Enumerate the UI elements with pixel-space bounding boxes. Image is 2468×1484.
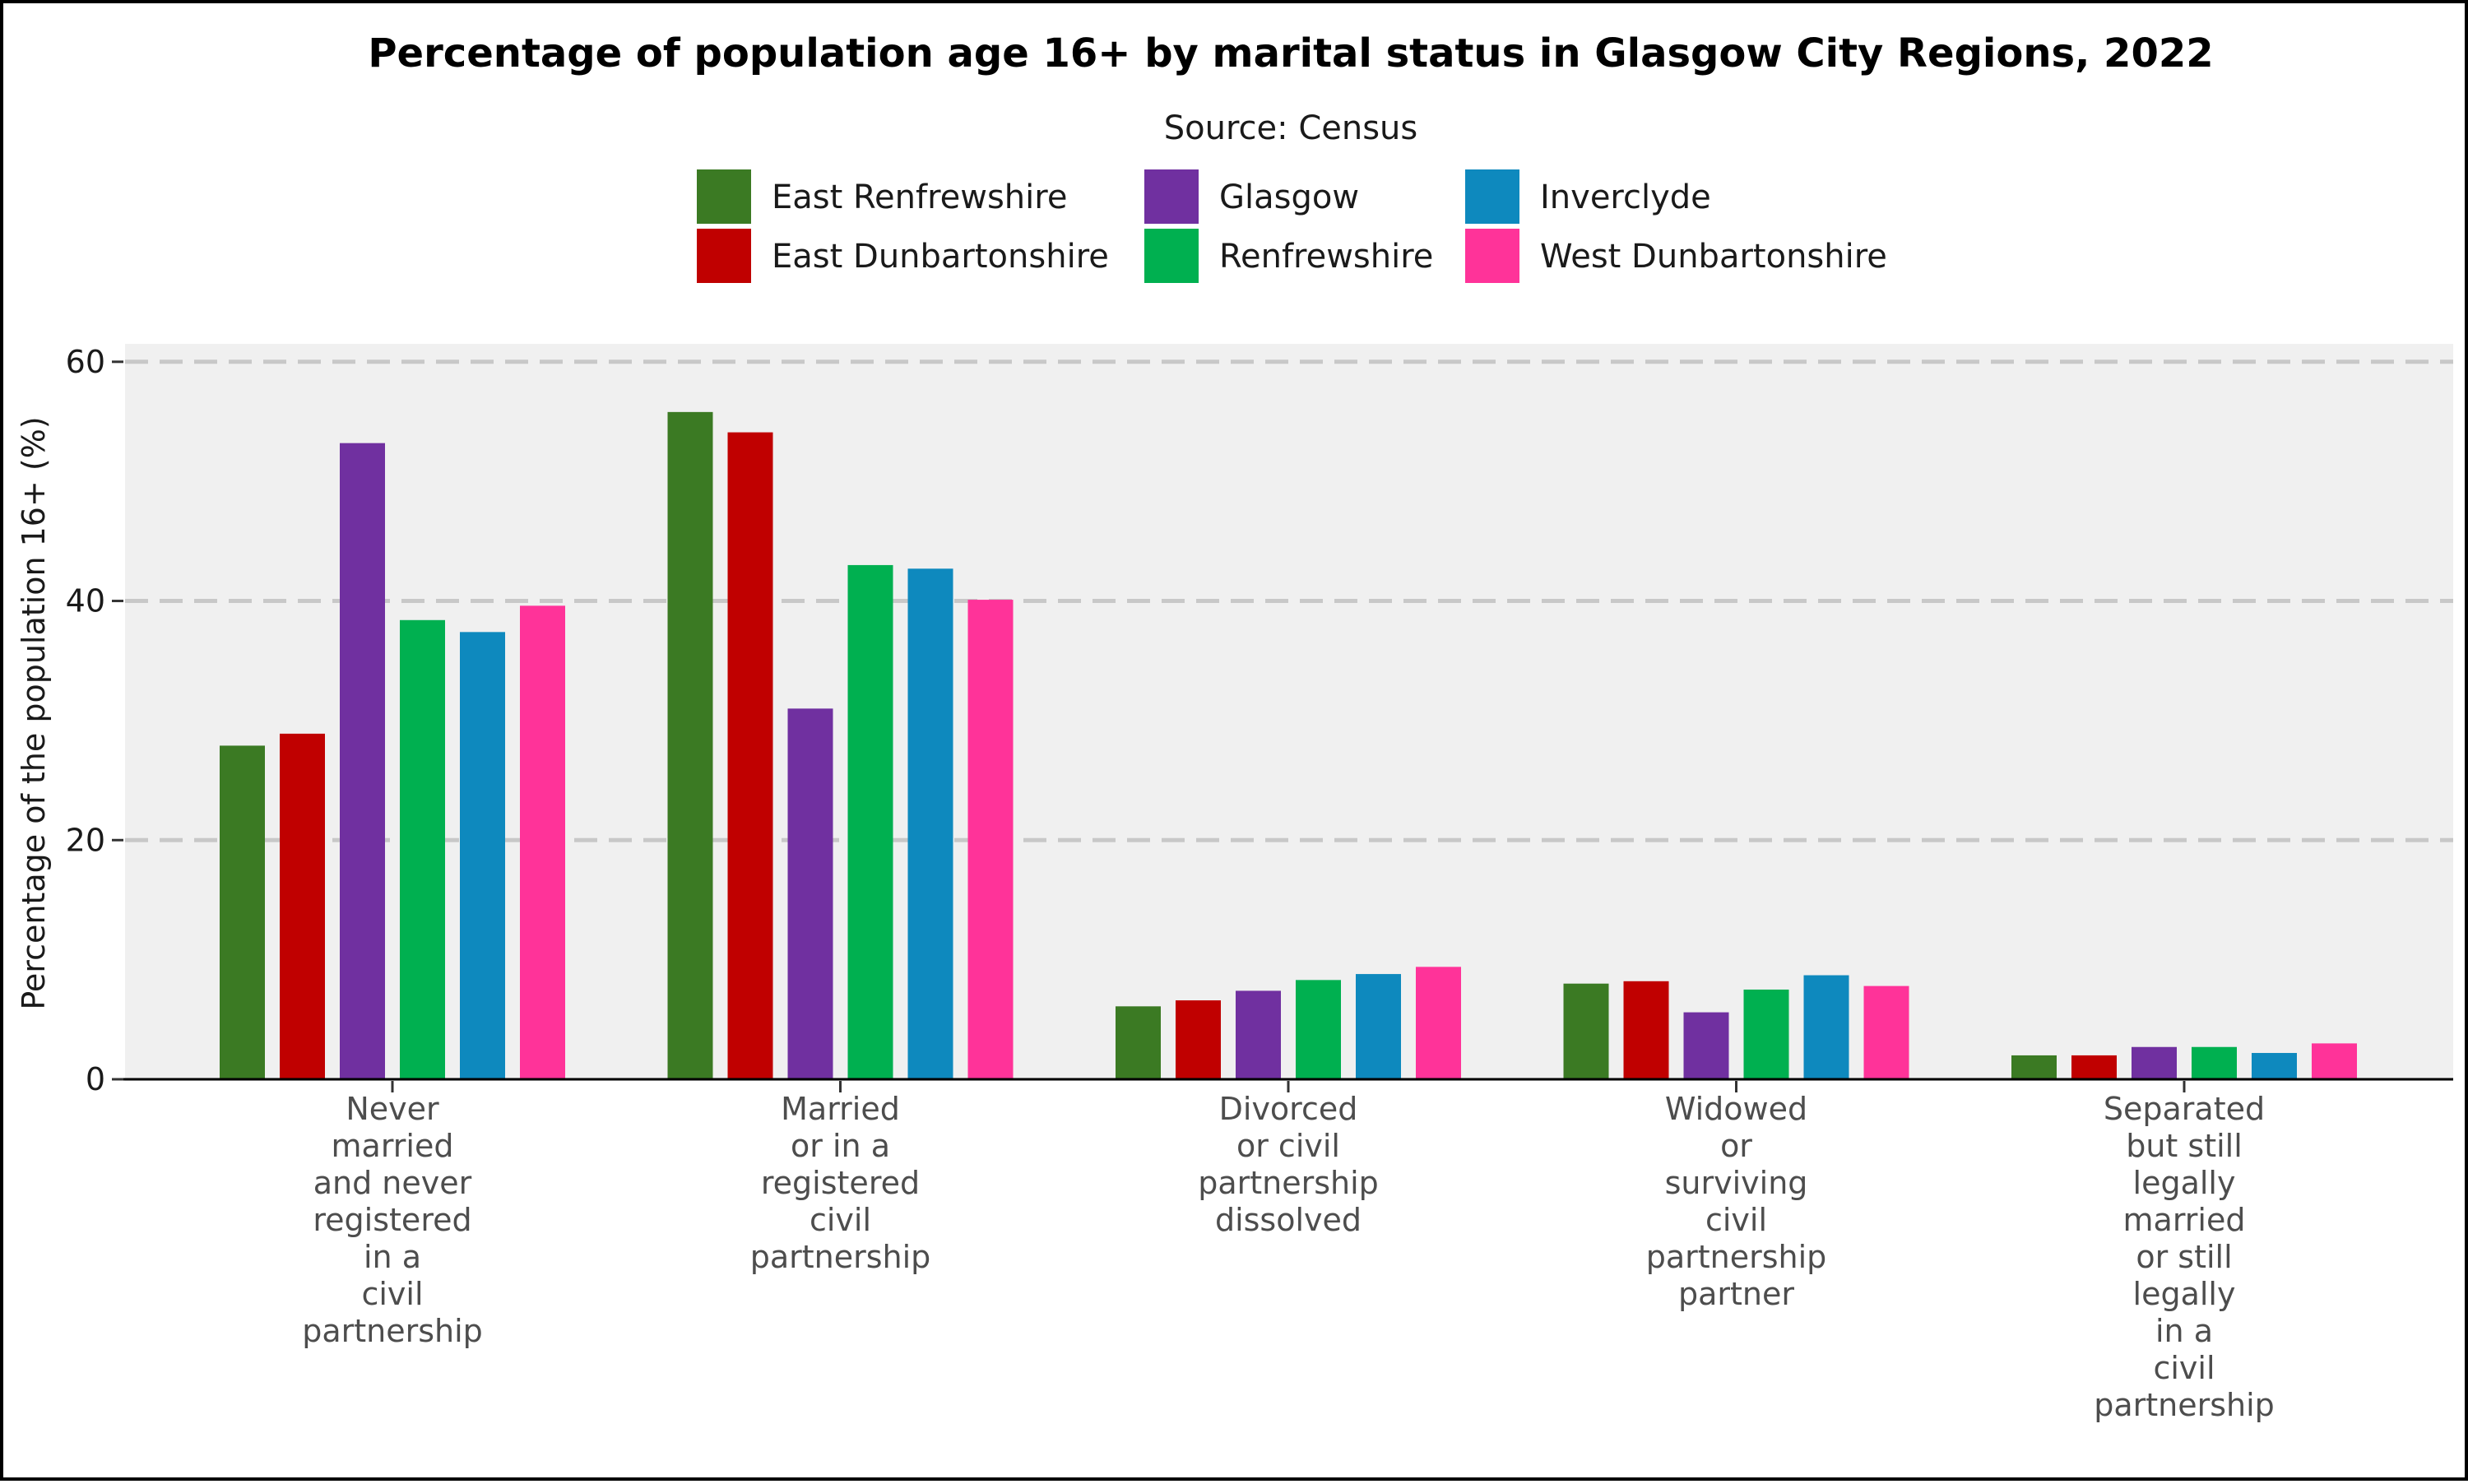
x-tick-label-line: in a xyxy=(2155,1313,2213,1349)
legend-swatch xyxy=(697,229,751,283)
chart-title: Percentage of population age 16+ by mari… xyxy=(368,30,2213,77)
x-tick-label-line: registered xyxy=(761,1165,920,1201)
y-tick-label: 0 xyxy=(86,1061,105,1097)
legend-label: West Dunbartonshire xyxy=(1540,238,1887,276)
x-tick-label: Separated but still legally married or still… xyxy=(2094,1091,2275,1423)
y-axis-title: Percentage of the population 16+ (%) xyxy=(16,416,52,1009)
x-tick-label-line: dissolved xyxy=(1215,1202,1362,1238)
x-tick-label-line: or still xyxy=(2136,1239,2232,1275)
bar-east-renfrewshire-3 xyxy=(1563,983,1609,1079)
x-tick-label-line: or in a xyxy=(791,1128,890,1164)
bar-east-dunbartonshire-1 xyxy=(727,432,773,1079)
x-tick-label-line: or civil xyxy=(1236,1128,1340,1164)
x-tick-label-line: surviving xyxy=(1665,1165,1808,1201)
bar-east-dunbartonshire-3 xyxy=(1623,981,1669,1079)
bar-east-renfrewshire-2 xyxy=(1116,1006,1161,1079)
bar-east-renfrewshire-0 xyxy=(220,745,265,1079)
legend-swatch xyxy=(1144,229,1199,283)
bar-renfrewshire-2 xyxy=(1296,980,1341,1079)
bar-inverclyde-1 xyxy=(907,568,953,1079)
y-tick-label: 40 xyxy=(66,583,105,619)
x-tick-label-line: Never xyxy=(346,1091,439,1127)
chart-subtitle: Source: Census xyxy=(1164,109,1418,147)
x-tick-label-line: civil xyxy=(361,1276,423,1312)
legend-label: East Renfrewshire xyxy=(772,179,1067,216)
bar-west-dunbartonshire-2 xyxy=(1416,967,1461,1079)
x-tick-label-line: partnership xyxy=(1198,1165,1379,1201)
x-tick-label-line: Separated xyxy=(2104,1091,2265,1127)
x-tick-label-line: or xyxy=(1720,1128,1752,1164)
x-tick-label-line: partnership xyxy=(302,1313,483,1349)
plot-background xyxy=(125,344,2453,1081)
bar-renfrewshire-1 xyxy=(847,564,893,1079)
x-tick-label-line: Married xyxy=(781,1091,900,1127)
bar-west-dunbartonshire-1 xyxy=(967,600,1014,1079)
bar-inverclyde-4 xyxy=(2252,1053,2297,1079)
x-tick-label-line: legally xyxy=(2133,1276,2236,1312)
bar-glasgow-3 xyxy=(1683,1012,1729,1079)
x-tick-label-line: in a xyxy=(364,1239,421,1275)
bar-east-dunbartonshire-4 xyxy=(2071,1055,2117,1079)
gridlines xyxy=(125,359,2453,842)
x-tick-label-line: legally xyxy=(2133,1165,2236,1201)
bar-glasgow-4 xyxy=(2132,1046,2177,1079)
bar-glasgow-0 xyxy=(340,443,385,1079)
legend-swatch xyxy=(1465,229,1519,283)
bar-renfrewshire-4 xyxy=(2192,1046,2237,1079)
bar-inverclyde-0 xyxy=(460,632,505,1079)
bar-east-renfrewshire-4 xyxy=(2011,1055,2057,1079)
x-tick-label-line: Divorced xyxy=(1219,1091,1358,1127)
bar-renfrewshire-0 xyxy=(400,619,445,1079)
x-axis-ticks: Never married and never registered in a civil… xyxy=(302,1081,2275,1423)
y-axis-ticks: 0 20 40 60 xyxy=(66,344,123,1097)
x-tick-label-line: and never xyxy=(313,1165,472,1201)
legend-label: Inverclyde xyxy=(1540,179,1711,216)
y-tick-label: 60 xyxy=(66,344,105,380)
bar-west-dunbartonshire-4 xyxy=(2312,1043,2357,1079)
x-tick-label-line: married xyxy=(2123,1202,2246,1238)
x-tick-label-line: partner xyxy=(1678,1276,1794,1312)
x-tick-label: Married or in a registered civil partnership xyxy=(750,1091,931,1275)
x-tick-label: Never married and never registered in a civil… xyxy=(302,1091,483,1349)
x-tick-label-line: but still xyxy=(2126,1128,2243,1164)
bars xyxy=(220,411,2357,1080)
x-tick-label-line: civil xyxy=(1705,1202,1767,1238)
x-tick-label: Widowed or surviving civil partnership partne… xyxy=(1646,1091,1827,1312)
legend-swatch xyxy=(1144,169,1199,224)
bar-east-dunbartonshire-0 xyxy=(280,733,325,1079)
bar-west-dunbartonshire-3 xyxy=(1863,985,1909,1079)
legend-swatch xyxy=(1465,169,1519,224)
bar-renfrewshire-3 xyxy=(1743,989,1789,1079)
x-tick-label-line: registered xyxy=(313,1202,471,1238)
legend-label: East Dunbartonshire xyxy=(772,238,1109,276)
bar-inverclyde-3 xyxy=(1803,975,1849,1079)
x-tick-label-line: partnership xyxy=(750,1239,931,1275)
x-tick-label: Divorced or civil partnership dissolved xyxy=(1198,1091,1379,1238)
legend-swatch xyxy=(697,169,751,224)
bar-inverclyde-2 xyxy=(1356,974,1401,1079)
legend-label: Glasgow xyxy=(1219,179,1359,216)
x-tick-label-line: civil xyxy=(810,1202,871,1238)
y-tick-label: 20 xyxy=(66,822,105,858)
bar-east-renfrewshire-1 xyxy=(667,411,713,1080)
x-tick-label-line: married xyxy=(332,1128,454,1164)
bar-east-dunbartonshire-2 xyxy=(1176,1000,1221,1079)
bar-glasgow-1 xyxy=(787,708,833,1079)
legend: East Renfrewshire East Dunbartonshire Glas… xyxy=(697,169,1887,283)
x-tick-label-line: civil xyxy=(2153,1350,2215,1386)
bar-glasgow-2 xyxy=(1236,990,1281,1079)
x-tick-label-line: partnership xyxy=(2094,1387,2275,1423)
bar-west-dunbartonshire-0 xyxy=(520,605,565,1079)
bar-chart: Percentage of population age 16+ by mari… xyxy=(16,30,2453,1423)
x-tick-label-line: partnership xyxy=(1646,1239,1827,1275)
legend-label: Renfrewshire xyxy=(1219,238,1433,276)
x-tick-label-line: Widowed xyxy=(1665,1091,1807,1127)
